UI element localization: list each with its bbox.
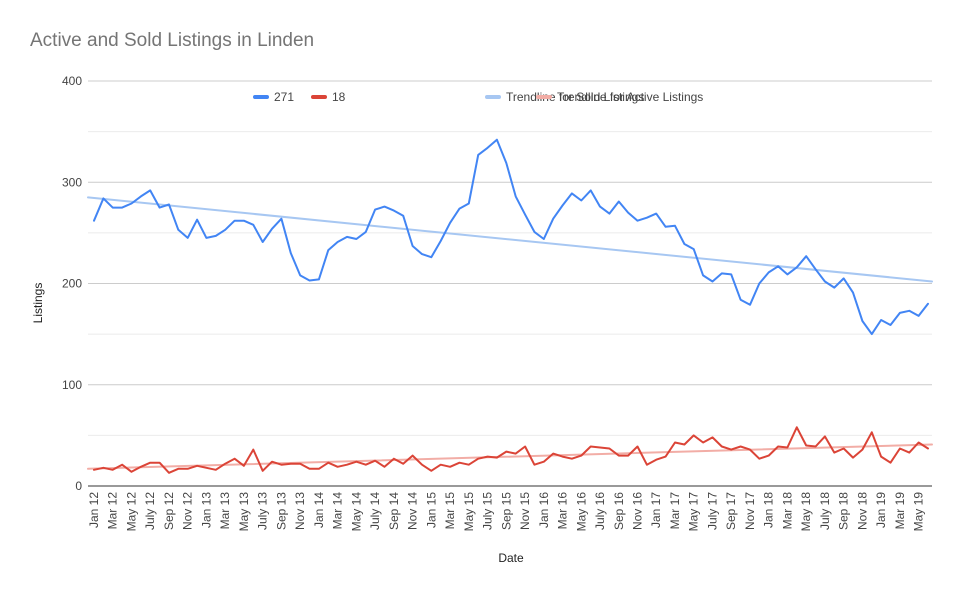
gridlines bbox=[88, 80, 932, 487]
x-axis-ticks: Jan 12 Mar 12 May 12 July 12 Sep 12 Nov 12 Jan… bbox=[87, 492, 926, 532]
x-tick-label: Mar 12 bbox=[106, 492, 120, 530]
x-tick-label: July 18 bbox=[818, 492, 832, 530]
series-line-3 bbox=[87, 443, 933, 470]
x-tick-label: Jan 16 bbox=[537, 492, 551, 528]
x-tick-label: July 17 bbox=[705, 492, 719, 530]
x-tick-label: Sep 12 bbox=[162, 492, 176, 530]
x-tick-label: July 14 bbox=[368, 492, 382, 530]
x-tick-label: Mar 16 bbox=[556, 492, 570, 530]
x-tick-label: Nov 18 bbox=[855, 492, 869, 530]
x-tick-label: July 12 bbox=[143, 492, 157, 530]
x-tick-label: Jan 13 bbox=[199, 492, 213, 528]
x-tick-label: Sep 15 bbox=[499, 492, 513, 530]
x-tick-label: May 14 bbox=[349, 492, 363, 532]
series-lines bbox=[87, 138, 933, 474]
x-tick-label: May 13 bbox=[237, 492, 251, 532]
legend-label: 271 bbox=[274, 90, 294, 104]
y-axis-title: Listings bbox=[31, 283, 45, 324]
legend-label: 18 bbox=[332, 90, 346, 104]
y-axis-ticks: 0 100 200 300 400 bbox=[62, 74, 82, 493]
x-tick-label: May 18 bbox=[799, 492, 813, 532]
x-tick-label: Sep 14 bbox=[387, 492, 401, 530]
y-tick-label: 300 bbox=[62, 175, 82, 189]
x-tick-label: Nov 16 bbox=[631, 492, 645, 530]
x-tick-label: July 16 bbox=[593, 492, 607, 530]
x-tick-label: Jan 19 bbox=[874, 492, 888, 528]
x-tick-label: July 15 bbox=[481, 492, 495, 530]
legend-label: Trendline for Active Listings bbox=[557, 90, 703, 104]
y-tick-label: 0 bbox=[75, 479, 82, 493]
x-tick-label: May 19 bbox=[912, 492, 926, 532]
x-tick-label: Sep 18 bbox=[837, 492, 851, 530]
x-tick-label: May 17 bbox=[687, 492, 701, 532]
x-tick-label: Sep 16 bbox=[612, 492, 626, 530]
y-tick-label: 400 bbox=[62, 74, 82, 88]
x-tick-label: Jan 14 bbox=[312, 492, 326, 528]
x-axis-title: Date bbox=[498, 551, 524, 565]
x-tick-label: Sep 13 bbox=[274, 492, 288, 530]
x-tick-label: May 16 bbox=[574, 492, 588, 532]
x-tick-label: Jan 18 bbox=[762, 492, 776, 528]
x-tick-label: Mar 14 bbox=[331, 492, 345, 530]
x-tick-label: Mar 17 bbox=[668, 492, 682, 530]
x-tick-label: May 12 bbox=[124, 492, 138, 532]
x-tick-label: Nov 17 bbox=[743, 492, 757, 530]
y-tick-label: 100 bbox=[62, 378, 82, 392]
x-tick-label: Sep 17 bbox=[724, 492, 738, 530]
x-tick-label: Mar 19 bbox=[893, 492, 907, 530]
x-tick-label: Nov 15 bbox=[518, 492, 532, 530]
x-tick-label: Nov 12 bbox=[181, 492, 195, 530]
x-tick-label: Jan 12 bbox=[87, 492, 101, 528]
x-tick-label: Jan 15 bbox=[424, 492, 438, 528]
y-tick-label: 200 bbox=[62, 277, 82, 291]
x-tick-label: Nov 13 bbox=[293, 492, 307, 530]
legend-label: Trendline for Sold Listings bbox=[506, 90, 644, 104]
series-line-2 bbox=[87, 196, 933, 283]
x-tick-label: Jan 17 bbox=[649, 492, 663, 528]
x-tick-label: Nov 14 bbox=[406, 492, 420, 530]
x-tick-label: July 13 bbox=[256, 492, 270, 530]
chart-title: Active and Sold Listings in Linden bbox=[30, 30, 315, 51]
legend: 271 18 Trendline for Sold ListingsTrendlin… bbox=[253, 90, 703, 104]
x-tick-label: Mar 13 bbox=[218, 492, 232, 530]
x-tick-label: Mar 18 bbox=[780, 492, 794, 530]
series-line-1 bbox=[93, 426, 929, 474]
series-line-0 bbox=[93, 138, 929, 336]
x-tick-label: May 15 bbox=[462, 492, 476, 532]
x-tick-label: Mar 15 bbox=[443, 492, 457, 530]
